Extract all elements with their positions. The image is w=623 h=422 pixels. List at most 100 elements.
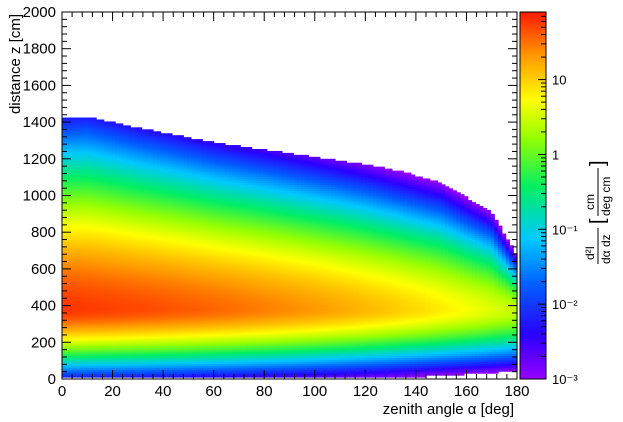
heatmap-cell	[164, 371, 169, 374]
heatmap-cell	[80, 264, 86, 268]
heatmap-cell	[92, 237, 97, 241]
heatmap-cell	[111, 369, 116, 372]
heatmap-cell	[198, 375, 203, 378]
heatmap-cell	[107, 215, 112, 219]
heatmap-cell	[156, 349, 162, 353]
heatmap-cell	[130, 359, 135, 362]
heatmap-cell	[62, 241, 67, 244]
heatmap-cell	[137, 135, 143, 138]
heatmap-cell	[115, 188, 120, 191]
heatmap-cell	[92, 225, 97, 229]
heatmap-cell	[149, 237, 154, 241]
heatmap-cell	[115, 145, 120, 148]
heatmap-cell	[62, 249, 67, 252]
heatmap-cell	[164, 286, 169, 290]
heatmap-cell	[103, 290, 109, 294]
heatmap-cell	[156, 251, 162, 254]
heatmap-cell	[62, 257, 67, 260]
heatmap-cell	[130, 164, 135, 168]
heatmap-cell	[122, 168, 128, 172]
heatmap-cell	[190, 278, 196, 282]
heatmap-cell	[179, 264, 184, 268]
heatmap-cell	[99, 327, 105, 331]
heatmap-cell	[103, 259, 109, 262]
heatmap-cell	[118, 186, 124, 189]
heatmap-cell	[175, 355, 181, 358]
heatmap-cell	[149, 178, 154, 182]
heatmap-cell	[73, 178, 78, 182]
heatmap-cell	[145, 133, 150, 136]
heatmap-cell	[118, 371, 124, 374]
heatmap-cell	[168, 268, 173, 272]
heatmap-cell	[69, 172, 74, 176]
heatmap-cell	[73, 341, 78, 345]
heatmap-cell	[164, 205, 169, 209]
heatmap-cell	[134, 174, 139, 178]
heatmap-cell	[145, 170, 150, 174]
heatmap-cell	[118, 310, 124, 313]
heatmap-cell	[134, 331, 139, 335]
heatmap-cell	[171, 298, 177, 301]
heatmap-cell	[145, 190, 150, 193]
heatmap-cell	[99, 278, 105, 282]
heatmap-cell	[137, 333, 143, 337]
heatmap-cell	[156, 223, 162, 227]
heatmap-cell	[126, 302, 131, 305]
heatmap-cell	[130, 251, 135, 254]
heatmap-cell	[77, 198, 82, 201]
heatmap-cell	[134, 272, 139, 276]
heatmap-cell	[130, 333, 135, 337]
heatmap-cell	[145, 266, 150, 270]
heatmap-cell	[168, 194, 173, 197]
heatmap-cell	[96, 335, 101, 339]
heatmap-cell	[88, 209, 93, 213]
heatmap-cell	[80, 316, 86, 319]
heatmap-cell	[77, 127, 82, 130]
heatmap-cell	[69, 337, 74, 341]
heatmap-cell	[202, 207, 207, 211]
heatmap-cell	[122, 213, 128, 217]
heatmap-cell	[198, 274, 203, 278]
heatmap-cell	[65, 223, 71, 227]
heatmap-cell	[134, 282, 139, 286]
heatmap-cell	[92, 247, 97, 250]
heatmap-cell	[175, 221, 181, 225]
heatmap-cell	[153, 184, 158, 187]
heatmap-cell	[206, 294, 211, 298]
heatmap-cell	[183, 150, 188, 154]
heatmap-cell	[168, 137, 173, 140]
heatmap-cell	[69, 249, 74, 252]
heatmap-cell	[126, 272, 131, 276]
heatmap-cell	[171, 139, 177, 142]
heatmap-cell	[145, 245, 150, 248]
heatmap-cell	[111, 186, 116, 189]
heatmap-cell	[107, 310, 112, 313]
heatmap-cell	[183, 310, 188, 313]
heatmap-cell	[126, 152, 131, 156]
heatmap-cell	[206, 341, 211, 345]
heatmap-cell	[69, 196, 74, 199]
heatmap-cell	[190, 314, 196, 317]
heatmap-cell	[73, 162, 78, 166]
heatmap-cell	[122, 194, 128, 197]
heatmap-cell	[164, 148, 169, 152]
heatmap-cell	[111, 145, 116, 148]
heatmap-cell	[122, 333, 128, 337]
heatmap-cell	[115, 152, 120, 156]
heatmap-cell	[96, 292, 101, 296]
heatmap-cell	[69, 164, 74, 168]
heatmap-cell	[99, 245, 105, 248]
heatmap-cell	[171, 286, 177, 290]
heatmap-cell	[206, 327, 211, 331]
heatmap-cell	[115, 375, 120, 378]
heatmap-cell	[134, 351, 139, 355]
heatmap-cell	[168, 139, 173, 142]
heatmap-cell	[202, 257, 207, 260]
heatmap-cell	[206, 204, 211, 207]
heatmap-cell	[206, 217, 211, 221]
heatmap-cell	[134, 158, 139, 162]
heatmap-cell	[175, 343, 181, 347]
heatmap-cell	[99, 247, 105, 250]
heatmap-cell	[171, 145, 177, 148]
heatmap-cell	[130, 249, 135, 252]
